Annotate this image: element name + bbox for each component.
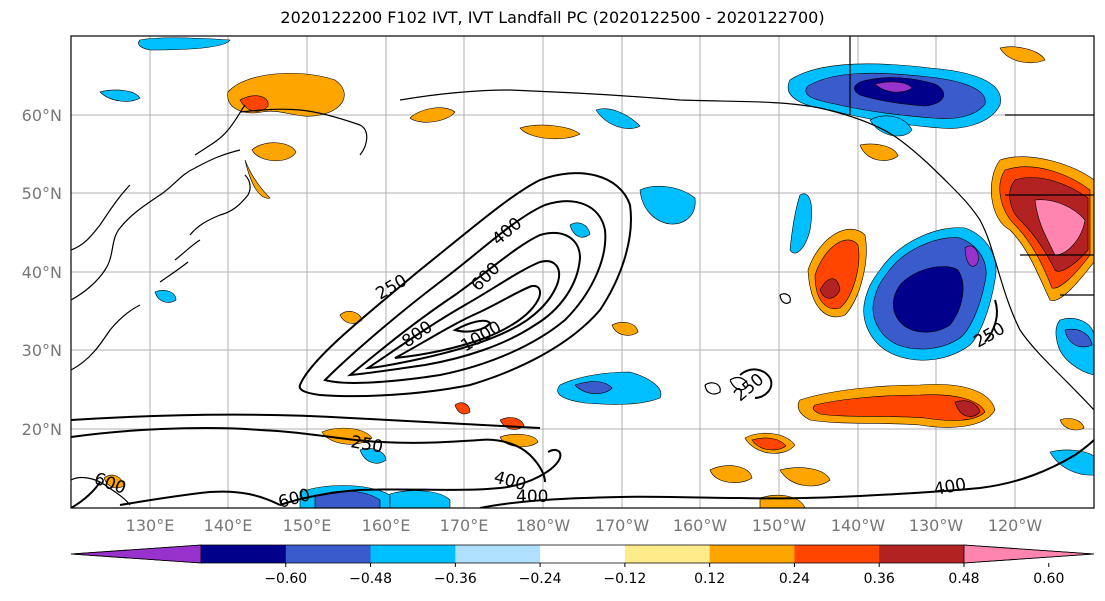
- colorbar-tick-label: −0.24: [519, 571, 562, 587]
- colorbar: −0.60 −0.48 −0.36 −0.24 −0.12 0.12 0.24 0.36 0.4…: [70, 544, 1095, 587]
- lat-label: 60°N: [22, 106, 62, 125]
- colorbar-segment: [70, 544, 202, 564]
- colorbar-tick-label: 0.24: [779, 571, 810, 587]
- lat-label: 40°N: [22, 263, 62, 282]
- lat-label: 30°N: [22, 341, 62, 360]
- lon-label: 140°E: [204, 516, 253, 535]
- map-title: 2020122200 F102 IVT, IVT Landfall PC (20…: [280, 8, 825, 27]
- colorbar-segment: [709, 545, 795, 563]
- colorbar-tick-label: 0.12: [694, 571, 725, 587]
- lon-label: 160°W: [673, 516, 728, 535]
- colorbar-segment: [201, 545, 287, 563]
- lon-label: 180°W: [516, 516, 571, 535]
- colorbar-tick-label: −0.60: [264, 571, 307, 587]
- colorbar-segment: [624, 545, 711, 563]
- colorbar-segment: [540, 545, 626, 563]
- map-frame: [70, 35, 1095, 509]
- colorbar-segment: [285, 545, 372, 563]
- latitude-labels: 60°N 50°N 40°N 30°N 20°N: [22, 106, 62, 439]
- lat-label: 20°N: [22, 420, 62, 439]
- colorbar-segment: [794, 545, 880, 563]
- colorbar-segment: [455, 545, 541, 563]
- lon-label: 120°W: [988, 516, 1043, 535]
- longitude-labels: 130°E 140°E 150°E 160°E 170°E 180°W 170°…: [126, 516, 1043, 535]
- negative-anomaly-fill: [99, 37, 1094, 508]
- colorbar-tick-label: 0.48: [948, 571, 979, 587]
- colorbar-tick-label: 0.60: [1033, 571, 1064, 587]
- contour-label: 400: [516, 487, 548, 507]
- coastlines: [71, 36, 1094, 506]
- lon-label: 170°W: [595, 516, 650, 535]
- positive-anomaly-fill: [103, 46, 1094, 508]
- colorbar-tick-label: −0.36: [434, 571, 477, 587]
- colorbar-tick-label: 0.36: [864, 571, 895, 587]
- colorbar-tick-label: −0.48: [349, 571, 392, 587]
- colorbar-tick-label: −0.12: [603, 571, 646, 587]
- colorbar-segment: [370, 545, 456, 563]
- lat-label: 50°N: [22, 184, 62, 203]
- colorbar-segment: [879, 545, 965, 563]
- lon-label: 130°W: [909, 516, 964, 535]
- colorbar-segment: [963, 544, 1095, 564]
- lon-label: 170°E: [440, 516, 489, 535]
- lon-label: 130°E: [126, 516, 175, 535]
- colorbar-border: [70, 544, 1095, 564]
- lon-label: 140°W: [831, 516, 886, 535]
- ivt-contours: [71, 172, 1094, 508]
- lon-label: 150°W: [752, 516, 807, 535]
- lon-label: 150°E: [283, 516, 332, 535]
- lon-label: 160°E: [362, 516, 411, 535]
